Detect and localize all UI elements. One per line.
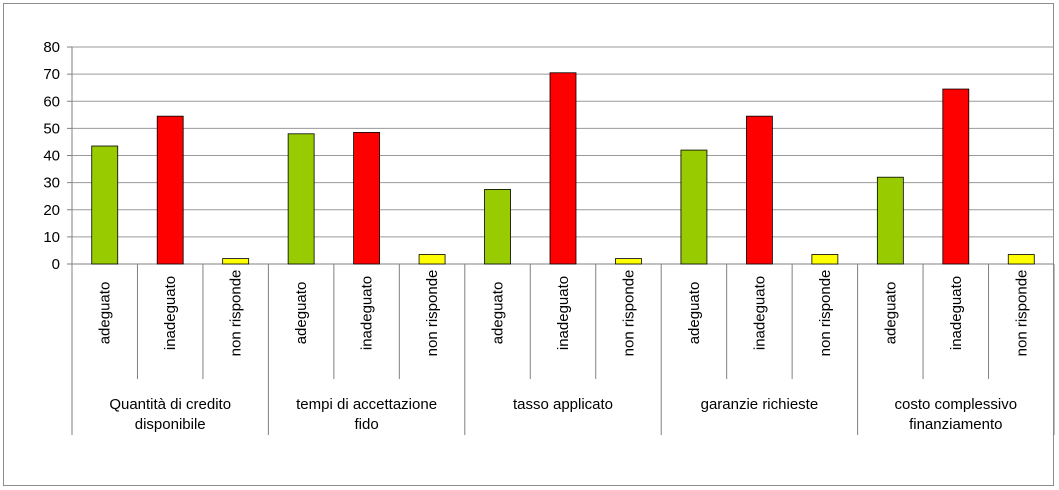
y-axis-tick-labels: 0 10 20 30 40 50 60 70 80	[43, 39, 60, 273]
category-label: adeguato	[490, 282, 507, 345]
category-label: inadeguato	[359, 276, 376, 350]
category-label: non risponde	[424, 270, 441, 357]
category-label: inadeguato	[162, 276, 179, 350]
group-label: tempi di accettazione	[296, 396, 437, 413]
y-tick-label: 70	[43, 66, 60, 83]
x-axis-category-labels: adeguato inadeguato non risponde adeguato in…	[97, 270, 1031, 357]
bar-non-risponde	[1007, 254, 1035, 265]
bar-adeguato	[287, 133, 315, 265]
category-label: adeguato	[882, 282, 899, 345]
bar-adeguato	[876, 176, 904, 265]
bar-inadeguato	[746, 115, 773, 265]
category-label: inadeguato	[948, 276, 965, 350]
y-tick-label: 20	[43, 202, 60, 219]
category-label: non risponde	[1013, 270, 1030, 357]
bar-non-risponde	[222, 258, 250, 265]
y-tick-label: 0	[52, 256, 60, 273]
x-axis-group-labels: Quantità di credito disponibile tempi di a…	[109, 396, 1017, 433]
group-label: garanzie richieste	[701, 396, 819, 413]
bar-adeguato	[484, 189, 511, 265]
y-tick-label: 10	[43, 229, 60, 246]
y-tick-label: 30	[43, 175, 60, 192]
bar-adeguato	[91, 145, 119, 265]
bar-non-risponde	[418, 254, 446, 265]
group-label: costo complessivo	[895, 396, 1018, 413]
y-tick-label: 80	[43, 39, 60, 56]
group-label: Quantità di credito	[109, 396, 231, 413]
category-label: inadeguato	[751, 276, 768, 350]
bar-inadeguato	[942, 88, 970, 265]
category-label: non risponde	[817, 270, 834, 357]
y-tick-label: 40	[43, 148, 60, 165]
y-tick-label: 60	[43, 93, 60, 110]
category-label: non risponde	[228, 270, 245, 357]
bar-inadeguato	[353, 132, 381, 265]
group-label: disponibile	[135, 416, 206, 433]
category-label: adeguato	[97, 282, 114, 345]
category-label: inadeguato	[555, 276, 572, 350]
category-label: non risponde	[620, 270, 637, 357]
bar-non-risponde	[811, 254, 839, 265]
group-label: tasso applicato	[513, 396, 613, 413]
category-label: adeguato	[293, 282, 310, 345]
category-label: adeguato	[686, 282, 703, 345]
group-label: finanziamento	[909, 416, 1002, 433]
group-label: fido	[355, 416, 379, 433]
bar-inadeguato	[549, 72, 577, 265]
bars	[91, 72, 1035, 265]
y-tick-label: 50	[43, 120, 60, 137]
bar-adeguato	[680, 149, 708, 265]
bar-non-risponde	[615, 258, 642, 265]
bar-inadeguato	[156, 115, 184, 265]
